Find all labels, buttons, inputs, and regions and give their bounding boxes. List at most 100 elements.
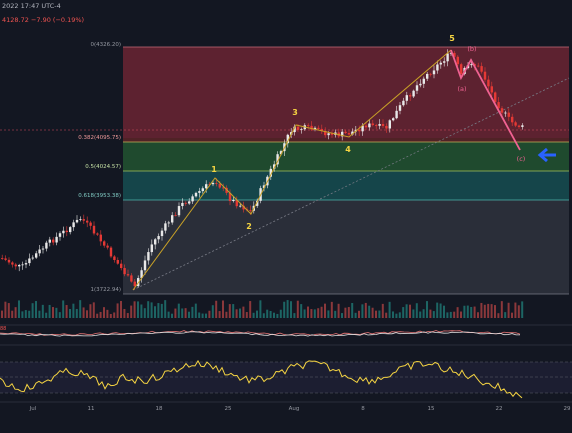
volume-bar	[276, 313, 279, 318]
candle	[140, 270, 143, 279]
candle	[116, 260, 119, 264]
candle	[477, 65, 480, 67]
volume-bar	[361, 304, 364, 318]
candle	[198, 191, 201, 193]
volume-bar	[205, 313, 207, 318]
header-datetime: 2022 17:47 UTC-4	[2, 2, 61, 10]
oscillator-line-a	[0, 330, 521, 336]
candle	[453, 52, 456, 57]
x-tick-label: 8	[361, 406, 365, 412]
volume-bar	[334, 310, 337, 318]
candle	[351, 131, 354, 135]
volume-bar	[191, 306, 194, 318]
wave-label-b: (b)	[467, 45, 476, 53]
candle	[150, 244, 153, 253]
elliott-correction-path[interactable]	[450, 49, 521, 151]
volume-bar	[249, 301, 252, 318]
volume-bar	[215, 300, 218, 318]
oscillator-line-b	[0, 331, 520, 337]
candle	[432, 70, 436, 75]
candle	[72, 222, 75, 228]
volume-bar	[113, 312, 116, 318]
volume-bar	[140, 304, 143, 318]
candle	[113, 256, 116, 261]
candle	[412, 90, 415, 97]
candle	[188, 201, 191, 204]
candle	[327, 133, 330, 136]
candle	[75, 219, 79, 223]
volume-bar	[283, 301, 286, 318]
volume-bar	[7, 303, 10, 318]
volume-bar	[4, 301, 7, 318]
volume-bar	[222, 300, 224, 318]
candle	[249, 210, 252, 211]
candle	[109, 247, 113, 257]
candle	[143, 260, 147, 271]
volume-bar	[415, 303, 418, 318]
volume-bar	[320, 306, 323, 318]
candle	[398, 105, 402, 111]
volume-bar	[157, 303, 160, 318]
volume-bar	[235, 309, 238, 318]
volume-bar	[313, 309, 316, 318]
volume-bar	[371, 307, 374, 318]
volume-bar	[514, 302, 517, 318]
candle	[385, 125, 388, 129]
volume-bar	[194, 303, 197, 318]
volume-bar	[99, 311, 102, 318]
volume-bar	[517, 305, 520, 318]
volume-bar	[18, 300, 20, 318]
volume-bar	[307, 306, 309, 318]
fib-label-0: 0(4326.20)	[90, 42, 121, 48]
volume-bar	[473, 306, 476, 318]
volume-bar	[364, 302, 367, 318]
volume-bar	[443, 305, 445, 318]
candle	[191, 196, 194, 202]
candle	[307, 125, 310, 127]
candle	[470, 64, 473, 66]
wave-label-1: 1	[211, 165, 217, 174]
x-tick-label: 15	[428, 406, 435, 412]
candle	[126, 274, 130, 276]
candle	[320, 128, 323, 131]
volume-bar	[225, 311, 228, 318]
candle	[388, 120, 391, 129]
volume-bar	[45, 312, 48, 318]
candle	[181, 202, 184, 207]
volume-bar	[395, 313, 398, 318]
trend-line[interactable]	[132, 77, 570, 291]
fib-zone-382-5	[123, 142, 569, 171]
volume-bar	[432, 311, 435, 318]
candle	[211, 182, 215, 185]
candle	[120, 263, 123, 269]
volume-bar	[89, 304, 92, 318]
header-quote: 4128.72 −7.90 (−0.19%)	[2, 16, 84, 24]
candle	[62, 230, 65, 234]
candle	[514, 122, 517, 126]
candle	[317, 127, 320, 129]
volume-bar	[109, 313, 112, 318]
volume-bar	[239, 308, 241, 318]
candle	[296, 126, 300, 130]
candle	[7, 259, 11, 263]
candle	[45, 242, 48, 249]
fib-retracement[interactable]: 0(4326.20) 0.382(4095.75) 0.5(4024.57) 0…	[0, 42, 569, 295]
x-tick-label: Aug	[289, 406, 300, 412]
volume-bar	[31, 303, 34, 318]
indicator-value: 88	[0, 326, 6, 332]
elliott-impulse-path[interactable]	[132, 49, 452, 291]
volume-bar	[330, 301, 333, 318]
candle	[86, 220, 89, 223]
volume-bar	[279, 309, 282, 318]
volume-bar	[96, 313, 99, 318]
candle	[269, 168, 272, 177]
candle	[443, 61, 446, 63]
candle	[130, 275, 133, 282]
candle	[201, 188, 204, 192]
volume-bar	[446, 312, 449, 318]
volume-bar	[242, 306, 245, 318]
fib-label-5: 0.5(4024.57)	[85, 164, 121, 170]
volume-bar	[375, 310, 377, 318]
candle	[21, 264, 24, 266]
